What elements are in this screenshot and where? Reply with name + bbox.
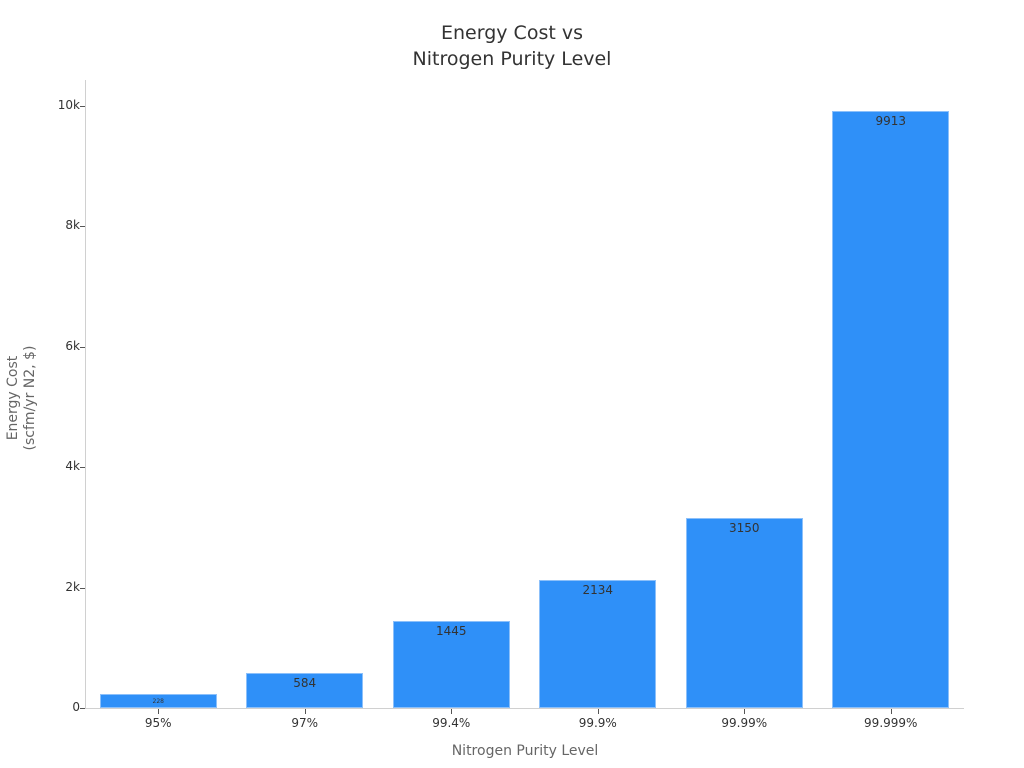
x-tick-mark [597,709,599,714]
x-tick-label: 99.999% [864,716,918,730]
x-tick-mark [304,709,306,714]
bar-value-label: 3150 [728,521,760,536]
y-tick-label: 0 [72,700,80,714]
bar-99.99%: 3150 [685,518,803,708]
y-tick-label: 10k [57,97,80,112]
bar-95%: 228 [99,694,217,708]
y-tick-label: 6k [65,338,80,353]
y-tick-mark [80,105,85,107]
y-tick-mark [80,346,85,348]
bar-value-label: 228 [152,698,164,706]
x-axis-line [85,708,964,709]
bar-97%: 584 [246,672,364,708]
bar-value-label: 1445 [435,623,467,638]
x-tick-label: 99.4% [432,716,471,730]
y-axis-line [85,80,86,708]
chart-title-line-1: Energy Cost vs [441,22,583,44]
y-axis-label-line-2: (scfm/yr N2, $) [22,345,38,451]
bar-99.4%: 1445 [392,620,510,708]
x-tick-label: 99.9% [578,716,617,730]
x-axis-label: Nitrogen Purity Level [451,743,599,759]
bar-value-label: 584 [293,675,317,690]
y-tick-label: 2k [65,579,80,594]
y-tick-mark [80,708,85,709]
y-tick-label: 4k [65,459,80,474]
bar-99.999%: 9913 [832,111,950,708]
y-tick-mark [80,587,85,589]
bar-99.9%: 2134 [539,579,657,708]
y-tick-label: 8k [65,218,80,233]
bar-value-label: 9913 [875,114,906,129]
x-tick-mark [744,709,746,714]
x-tick-label: 97% [291,716,319,730]
x-tick-label: 95% [144,716,172,730]
chart-title: Energy Cost vs Nitrogen Purity Level [0,20,1024,72]
y-tick-mark [80,226,85,228]
y-tick-mark [80,467,85,469]
bar-value-label: 2134 [582,582,613,597]
x-tick-mark [451,709,453,714]
chart-title-line-2: Nitrogen Purity Level [412,48,612,70]
y-axis-label-line-1: Energy Cost [5,355,21,441]
x-tick-mark [158,709,160,714]
y-axis-label: Energy Cost (scfm/yr N2, $) [5,346,39,451]
x-tick-label: 99.99% [721,716,768,730]
x-tick-mark [890,709,892,714]
